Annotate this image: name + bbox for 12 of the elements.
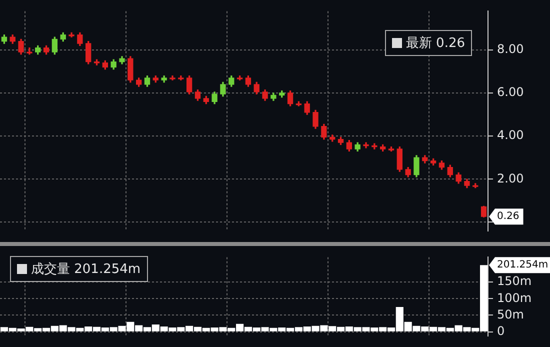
y-tick-label: 2.00 (497, 171, 524, 186)
text: 201.254m (497, 260, 548, 271)
annotation: 成交量 201.254m (31, 261, 141, 278)
y-tick-label: 4.00 (497, 128, 524, 142)
annotation: 0.26 (497, 211, 520, 222)
annotation: 最新 0.26 (406, 35, 465, 52)
y-tick-label: 150m (497, 274, 532, 288)
y-tick-label: 8.00 (497, 42, 524, 56)
y-tick-label: 0 (497, 324, 505, 338)
y-tick-label: 6.00 (497, 85, 524, 100)
y-tick-label: 50m (497, 307, 524, 322)
y-tick-label: 100m (497, 290, 532, 305)
